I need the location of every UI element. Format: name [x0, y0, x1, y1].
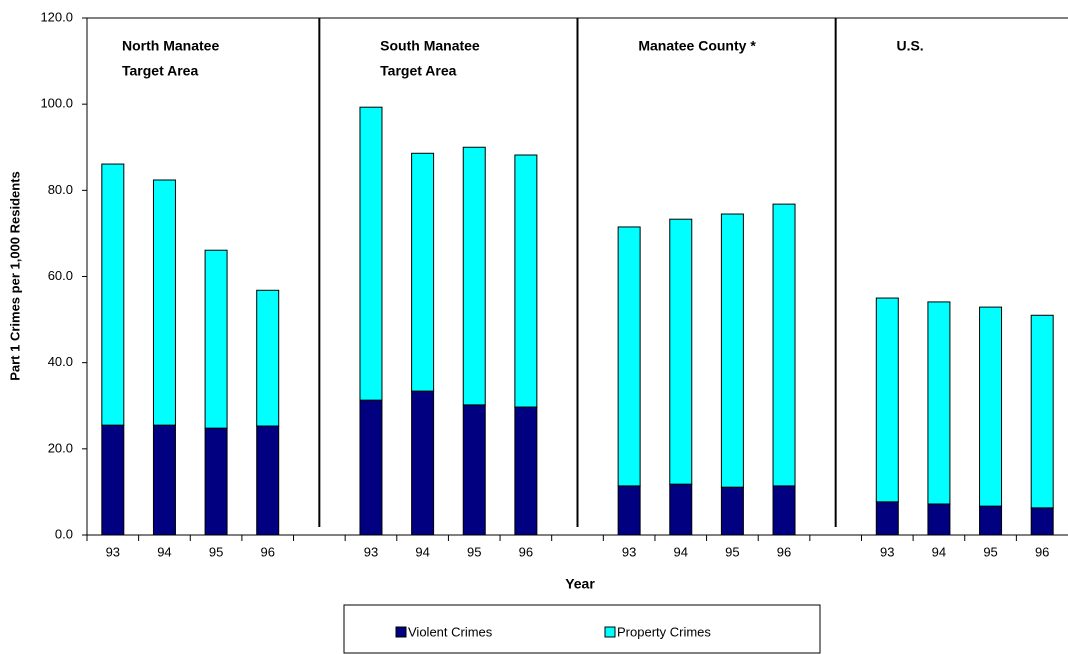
bar-segment: [101, 424, 125, 536]
group-label: Target Area: [380, 63, 456, 79]
bar-segment: [411, 152, 435, 392]
y-tick-label: 60.0: [48, 268, 73, 283]
x-tick-label: 96: [260, 544, 274, 559]
bar-segment: [359, 399, 383, 536]
bar-segment: [101, 163, 125, 426]
x-tick-label: 93: [880, 544, 894, 559]
bar-segment: [720, 486, 744, 536]
bar-segment: [669, 483, 693, 536]
bar-segment: [979, 505, 1003, 536]
x-tick-label: 95: [983, 544, 997, 559]
bar-segment: [617, 226, 641, 487]
legend-box: [343, 604, 821, 654]
y-tick-label: 40.0: [48, 354, 73, 369]
legend-label: Property Crimes: [617, 624, 711, 639]
y-tick-label: 0.0: [55, 526, 73, 541]
bar-segment: [152, 179, 176, 426]
x-tick-label: 95: [725, 544, 739, 559]
x-tick-label: 93: [106, 544, 120, 559]
bar-segment: [204, 427, 228, 536]
y-tick-label: 80.0: [48, 182, 73, 197]
x-tick-label: 95: [209, 544, 223, 559]
bar-segment: [514, 154, 538, 408]
bar-segment: [617, 485, 641, 536]
bar-segment: [256, 289, 280, 427]
y-tick-label: 100.0: [40, 96, 73, 111]
y-tick-label: 120.0: [40, 9, 73, 24]
x-tick-label: 96: [519, 544, 533, 559]
bar-segment: [411, 390, 435, 536]
legend-label: Violent Crimes: [408, 624, 493, 639]
legend-swatch: [395, 626, 407, 638]
x-tick-label: 94: [157, 544, 171, 559]
bar-segment: [927, 301, 951, 505]
x-tick-label: 96: [1035, 544, 1049, 559]
x-tick-label: 96: [777, 544, 791, 559]
bar-segment: [875, 297, 899, 503]
x-tick-label: 94: [415, 544, 429, 559]
y-tick-label: 20.0: [48, 440, 73, 455]
group-label: U.S.: [896, 38, 923, 54]
x-tick-label: 94: [674, 544, 688, 559]
bar-segment: [359, 106, 383, 401]
x-tick-label: 94: [932, 544, 946, 559]
group-label: Manatee County *: [638, 38, 756, 54]
legend-swatch: [604, 626, 616, 638]
group-label: Target Area: [122, 63, 198, 79]
x-tick-label: 93: [622, 544, 636, 559]
y-axis-title: Part 1 Crimes per 1,000 Residents: [7, 171, 22, 381]
bar-segment: [772, 203, 796, 487]
bar-segment: [462, 404, 486, 536]
bar-segment: [927, 503, 951, 536]
bar-segment: [720, 213, 744, 488]
x-tick-label: 93: [364, 544, 378, 559]
x-axis-title: Year: [565, 576, 595, 592]
bar-segment: [1030, 314, 1054, 509]
bar-segment: [1030, 507, 1054, 536]
group-label: North Manatee: [122, 38, 219, 54]
group-label: South Manatee: [380, 38, 480, 54]
bar-segment: [256, 425, 280, 536]
bar-segment: [514, 406, 538, 536]
bar-segment: [204, 249, 228, 429]
bar-segment: [772, 485, 796, 536]
bar-segment: [152, 424, 176, 536]
bar-segment: [462, 146, 486, 406]
bar-segment: [875, 501, 899, 536]
x-tick-label: 95: [467, 544, 481, 559]
bar-segment: [979, 306, 1003, 507]
bar-segment: [669, 218, 693, 485]
